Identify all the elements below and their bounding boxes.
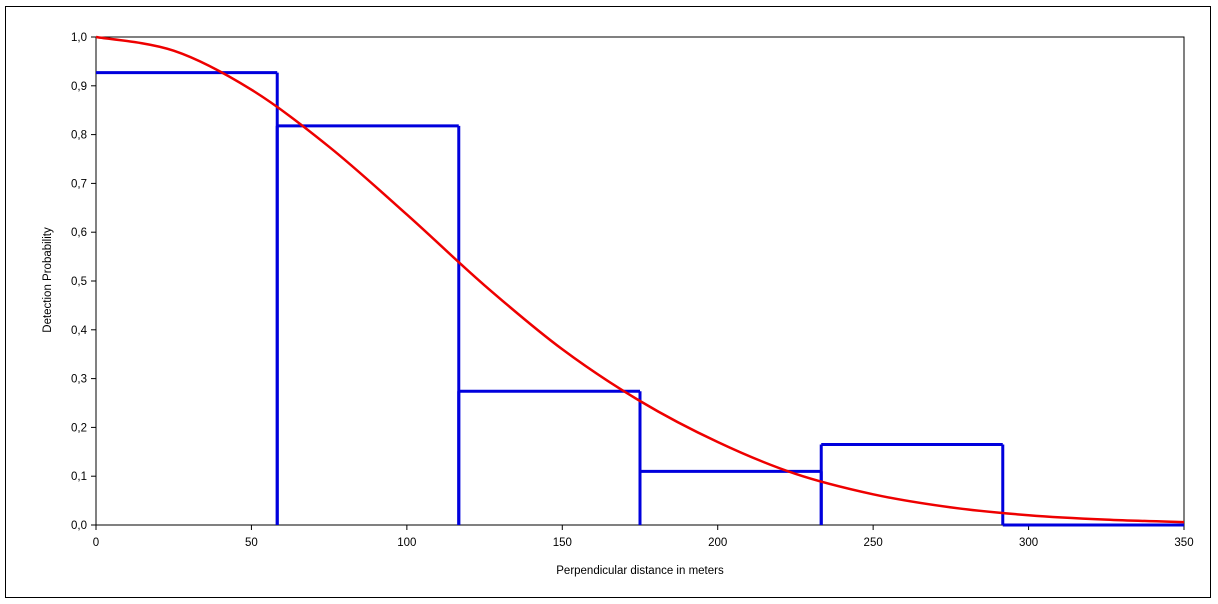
x-tick-label: 350 — [1174, 537, 1193, 549]
x-tick-label: 100 — [397, 537, 416, 549]
x-tick-label: 0 — [93, 537, 99, 549]
detection-curve-line — [95, 35, 1185, 524]
y-tick-label: 0,3 — [71, 374, 87, 386]
x-tick-label: 50 — [245, 537, 258, 549]
y-tick-label: 0,1 — [71, 471, 87, 483]
x-tick-label: 300 — [1019, 537, 1038, 549]
axes: 0,0 0,1 0,2 0,3 0,4 0,5 0,6 0,7 0,8 0,9 1,0 0 50 100 1… — [71, 32, 1194, 549]
chart-frame — [5, 6, 1211, 598]
y-tick-label: 0,8 — [71, 130, 87, 142]
x-tick-label: 250 — [864, 537, 883, 549]
x-tick-label: 200 — [708, 537, 727, 549]
y-tick-label: 0,4 — [71, 325, 88, 337]
y-tick-label: 0,2 — [71, 422, 87, 434]
x-tick-label: 150 — [553, 537, 572, 549]
axis-labels: Perpendicular distance in meters Detecti… — [42, 227, 724, 577]
y-tick-label: 0,6 — [71, 227, 87, 239]
y-tick-label: 1,0 — [71, 32, 87, 44]
y-tick-label: 0,7 — [71, 178, 87, 190]
y-tick-label: 0,5 — [71, 276, 87, 288]
y-tick-label: 0,0 — [71, 520, 87, 532]
histogram-bars — [96, 71, 1184, 527]
y-axis-label: Detection Probability — [42, 227, 54, 333]
detection-curve — [95, 35, 1185, 524]
y-tick-label: 0,9 — [71, 81, 87, 93]
x-axis-label: Perpendicular distance in meters — [556, 565, 724, 577]
